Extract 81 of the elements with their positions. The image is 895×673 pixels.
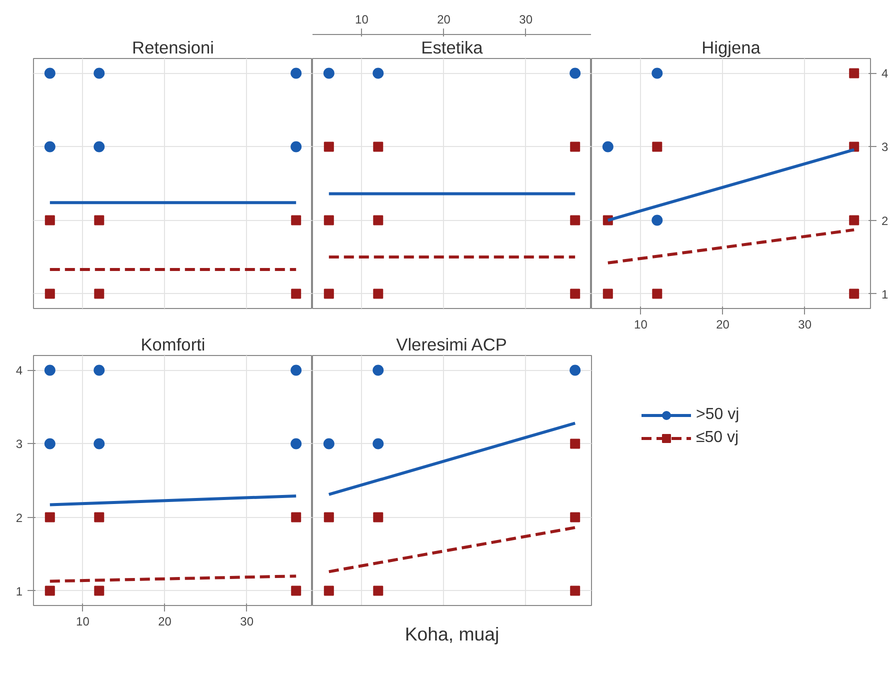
chart-title: Estetika [421, 38, 484, 58]
point [570, 438, 580, 449]
y-tick-label: 1 [882, 287, 888, 302]
x-tick-label: 20 [158, 614, 172, 628]
point [44, 512, 55, 522]
x-axis-title: Koha, muaj [404, 624, 500, 644]
point [570, 586, 580, 596]
point [373, 288, 384, 299]
y-tick-label: 3 [882, 140, 888, 154]
x-tick-label: 20 [437, 12, 451, 26]
point [373, 586, 384, 596]
point [291, 586, 302, 596]
point [372, 438, 384, 450]
legend-label: >50 vj [696, 406, 740, 424]
y-tick-label: 4 [882, 66, 888, 81]
point [94, 288, 104, 299]
point [290, 141, 302, 152]
point [373, 512, 384, 522]
point [94, 512, 104, 522]
chart-title: Retensioni [132, 38, 214, 58]
point [652, 142, 662, 152]
point [373, 215, 384, 226]
point [372, 364, 384, 376]
point [373, 142, 384, 152]
x-tick-label: 20 [716, 318, 730, 332]
point [44, 141, 56, 152]
point [602, 141, 614, 152]
point [849, 215, 860, 226]
chart-title: Vleresimi ACP [396, 334, 507, 354]
point [570, 215, 580, 226]
legend-label: ≤50 vj [696, 429, 739, 447]
chart-title: Komforti [140, 334, 206, 354]
point [652, 288, 662, 299]
point [94, 141, 105, 152]
point [570, 512, 580, 522]
point [44, 215, 55, 226]
x-tick-label: 30 [798, 318, 812, 332]
point [324, 215, 334, 226]
y-tick-label: 2 [16, 510, 23, 525]
point [602, 288, 613, 299]
point [570, 142, 580, 152]
point [94, 586, 104, 596]
point [372, 68, 384, 79]
point [44, 586, 55, 596]
chart-title: Higjena [702, 38, 761, 58]
point [291, 215, 302, 226]
point [652, 68, 663, 79]
point [323, 68, 334, 79]
point [324, 142, 334, 152]
point [323, 438, 334, 450]
point [570, 364, 581, 376]
point [44, 288, 55, 299]
point [290, 364, 302, 376]
point [570, 288, 580, 299]
point [849, 288, 860, 299]
point [94, 364, 105, 376]
point [44, 68, 56, 79]
point [94, 68, 105, 79]
x-tick-label: 10 [634, 318, 648, 332]
point [94, 215, 104, 226]
y-tick-label: 3 [16, 437, 23, 452]
x-tick-label: 30 [519, 12, 533, 26]
point [652, 214, 663, 226]
point [290, 68, 302, 79]
y-tick-label: 4 [16, 364, 23, 378]
x-tick-label: 10 [355, 12, 369, 26]
point [570, 68, 581, 79]
x-tick-label: 10 [76, 614, 90, 628]
point [291, 512, 302, 522]
point [324, 512, 334, 522]
point [849, 68, 860, 78]
point [324, 288, 334, 299]
point [94, 438, 105, 450]
point [290, 438, 302, 450]
point [291, 288, 302, 299]
x-tick-label: 30 [240, 614, 254, 628]
y-tick-label: 2 [882, 214, 888, 228]
y-tick-label: 1 [16, 584, 23, 598]
point [324, 586, 334, 596]
point [44, 364, 56, 376]
point [44, 438, 56, 450]
